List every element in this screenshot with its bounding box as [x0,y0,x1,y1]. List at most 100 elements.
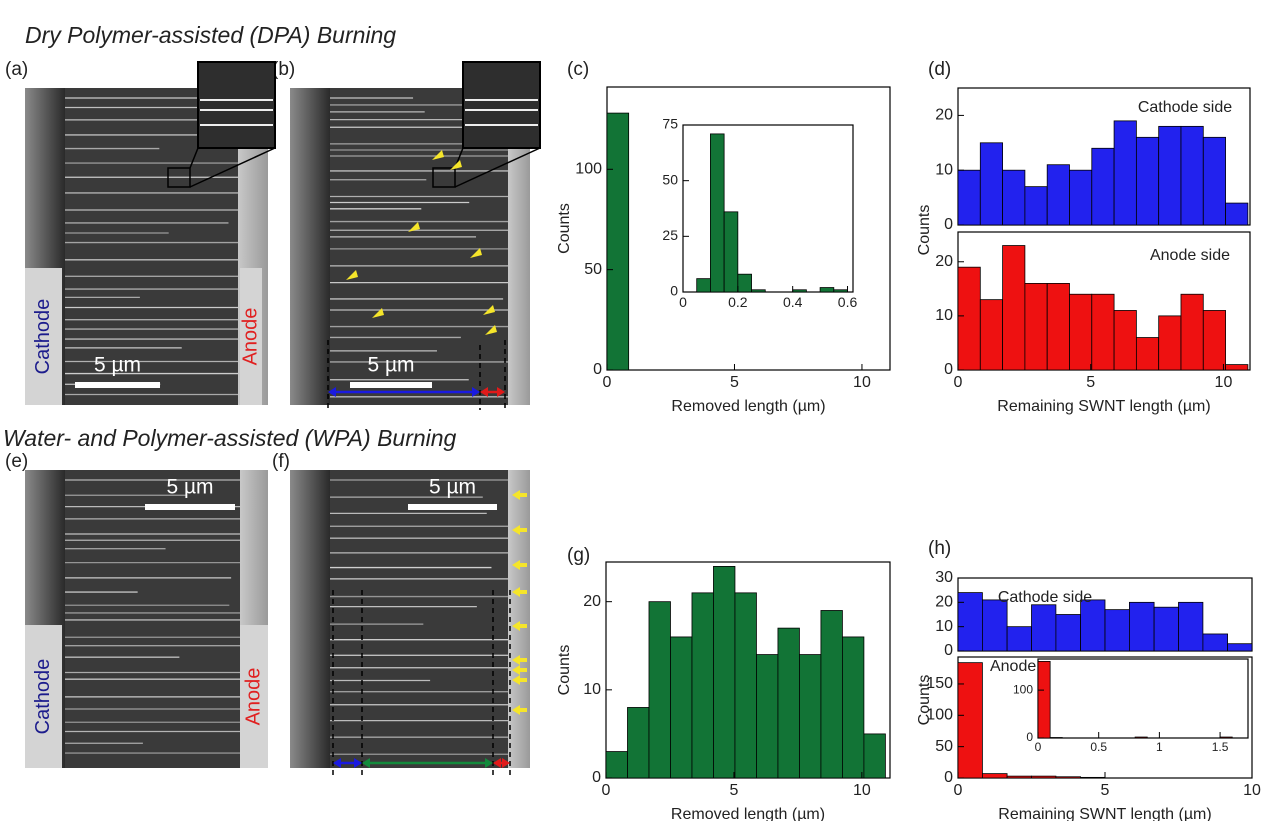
x-tick-label: 5 [729,782,738,799]
histogram-bar [864,734,885,778]
histogram-bar [1228,644,1252,651]
panel-label: (e) [5,451,28,472]
histogram-bar [1069,170,1091,225]
y-tick-label: 20 [583,593,601,610]
histogram-bar [1007,776,1031,778]
electrode-label: Anode [239,308,261,366]
x-tick-label: 0 [954,782,963,799]
histogram-bar [1032,605,1056,651]
histogram-bar [778,628,799,778]
histogram-bar [607,113,629,370]
y-tick-label: 0 [593,361,602,378]
panel-label: (a) [5,59,28,80]
scale-bar [350,382,432,388]
y-tick-label: 20 [935,253,953,270]
histogram-bar [1047,283,1069,370]
histogram-bar [1092,294,1114,370]
y-axis-label: Counts [916,205,933,256]
x-tick-label: 5 [1086,374,1095,391]
x-tick-label: 10 [1243,782,1261,799]
histogram-bar [1159,126,1181,225]
y-tick-label: 0 [944,642,953,659]
histogram-bar [756,655,777,778]
histogram-bar [713,566,734,778]
histogram-bar [1203,137,1225,225]
electrode [290,88,330,405]
x-tick-label: 0 [602,782,611,799]
x-tick-label: 0 [954,374,963,391]
y-tick-label: 150 [926,675,953,692]
zoom-inset [198,62,275,148]
histogram-bar [1105,610,1129,651]
histogram-bar [1154,607,1178,651]
histogram-bar [1136,137,1158,225]
y-tick-label: 0 [944,216,953,233]
histogram-bar [958,593,982,651]
y-tick-label: 50 [662,171,678,187]
histogram-bar [710,134,724,292]
y-tick-label: 0 [1026,730,1033,744]
electrode-label: Cathode [32,659,54,735]
y-tick-label: 20 [935,107,953,124]
y-tick-label: 10 [583,681,601,698]
section-title: Water- and Polymer-assisted (WPA) Burnin… [3,425,457,451]
x-tick-label: 0.2 [728,294,748,310]
histogram-bar [735,593,756,778]
x-tick-label: 1.5 [1212,740,1229,754]
histogram-bar [1047,165,1069,225]
histogram-bar [958,170,980,225]
panel-label: (f) [272,451,290,472]
section-title: Dry Polymer-assisted (DPA) Burning [25,22,396,48]
histogram-bar [958,663,982,778]
scale-bar-label: 5 µm [94,354,141,377]
x-axis-label: Remaining SWNT length (µm) [997,398,1210,415]
histogram-bar [1025,187,1047,225]
histogram-bar [1179,602,1203,651]
scale-bar-label: 5 µm [367,354,414,377]
y-tick-label: 50 [584,261,602,278]
y-tick-label: 0 [944,361,953,378]
histogram-bar [1092,148,1114,225]
scale-bar-label: 5 µm [429,476,476,499]
y-tick-label: 0 [670,283,678,299]
histogram-bar [670,637,691,778]
histogram-bar [752,290,766,292]
histogram-bar [1203,634,1228,651]
y-tick-label: 10 [935,161,953,178]
histogram-bar [1081,777,1105,778]
histogram-bar [1056,615,1081,652]
annotation: Anode side [1150,247,1230,264]
histogram-bar [1025,283,1047,370]
histogram-bar [821,610,842,778]
x-tick-label: 5 [730,374,739,391]
panel-label: (h) [928,538,951,559]
histogram-bar [980,143,1002,225]
histogram-bar [1226,203,1248,225]
annotation: Cathode side [998,589,1092,606]
histogram-bar [980,300,1002,370]
y-axis-label: Counts [556,645,573,696]
annotation: Cathode side [1138,99,1232,116]
x-axis-label: Removed length (µm) [671,806,825,821]
x-tick-label: 5 [1101,782,1110,799]
histogram-bar [1038,661,1050,738]
histogram-bar [1159,316,1181,370]
histogram-bar [1007,627,1031,651]
y-tick-label: 20 [935,594,953,611]
y-tick-label: 0 [944,769,953,786]
histogram-bar [1003,170,1025,225]
y-tick-label: 100 [575,161,602,178]
x-tick-label: 10 [853,782,871,799]
y-tick-label: 0 [592,769,601,786]
histogram-bar [1220,737,1232,738]
histogram-bar [1081,600,1105,651]
histogram-bar [724,212,738,292]
panel-label: (d) [928,59,951,80]
y-axis-label: Counts [556,203,573,254]
plot-area [1038,659,1248,738]
x-tick-label: 0 [1035,740,1042,754]
histogram-bar [1003,246,1025,370]
histogram-bar [1114,310,1136,370]
electrode [290,470,330,768]
